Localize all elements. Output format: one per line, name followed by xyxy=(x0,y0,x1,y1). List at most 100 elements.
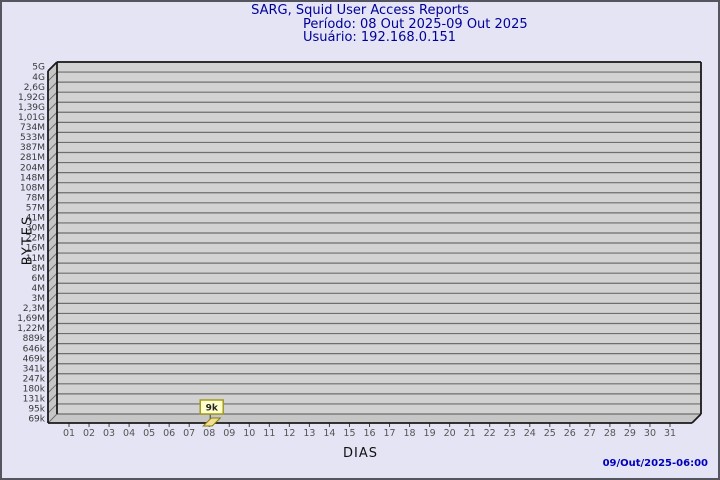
y-tick-label: 2,3M xyxy=(23,304,45,314)
x-tick-label: 07 xyxy=(183,428,195,439)
gridline-depth-tick xyxy=(47,121,58,132)
gridline-depth-tick xyxy=(47,313,58,323)
axis-line xyxy=(691,413,702,424)
gridline-depth-tick xyxy=(47,152,58,162)
y-tick-label: 646k xyxy=(23,344,46,354)
y-tick-label: 341k xyxy=(23,364,46,374)
gridline-depth-tick xyxy=(47,91,58,102)
gridline-depth-tick xyxy=(47,101,58,112)
x-tick-label: 28 xyxy=(604,428,616,439)
x-tick-label: 21 xyxy=(464,428,476,439)
y-tick-label: 11M xyxy=(26,254,45,264)
point-value-label: 9k xyxy=(206,404,219,414)
y-tick-label: 247k xyxy=(23,374,46,384)
gridline-depth-tick xyxy=(47,81,58,92)
x-tick-label: 18 xyxy=(404,428,416,439)
report-timestamp: 09/Out/2025-06:00 xyxy=(602,458,708,469)
y-tick-label: 57M xyxy=(26,204,45,214)
x-tick-label: 01 xyxy=(63,428,75,439)
y-tick-label: 22M xyxy=(26,234,45,244)
gridline-depth-tick xyxy=(47,162,58,172)
y-tick-label: 41M xyxy=(26,214,45,224)
x-tick-label: 12 xyxy=(283,428,295,439)
gridline-depth-tick xyxy=(47,192,58,203)
y-tick-label: 281M xyxy=(20,153,45,163)
y-tick-label: 1,01G xyxy=(18,113,45,123)
plot-area xyxy=(57,62,701,414)
y-tick-label: 1,39G xyxy=(18,103,45,113)
y-tick-label: 108M xyxy=(20,183,45,193)
x-tick-label: 24 xyxy=(524,428,536,439)
x-tick-label: 02 xyxy=(83,428,95,439)
gridline-depth-tick xyxy=(47,272,58,283)
x-axis-title: DIAS xyxy=(343,446,378,461)
x-tick-label: 19 xyxy=(424,428,436,439)
gridline-depth-tick xyxy=(47,413,58,424)
x-tick-label: 11 xyxy=(263,428,275,439)
x-tick-label: 27 xyxy=(584,428,596,439)
chart-subtitle-period: Período: 08 Out 2025-09 Out 2025 xyxy=(303,17,528,32)
chart-title: SARG, Squid User Access Reports xyxy=(251,3,469,18)
gridline-depth-tick xyxy=(47,383,58,394)
x-tick-label: 03 xyxy=(103,428,115,439)
gridline-depth-tick xyxy=(47,202,58,213)
axis-line xyxy=(47,61,58,72)
x-tick-label: 10 xyxy=(243,428,255,439)
y-tick-label: 2,6G xyxy=(24,83,45,93)
day-bar xyxy=(202,417,222,427)
gridline-depth-tick xyxy=(47,393,58,404)
gridline-depth-tick xyxy=(47,182,58,193)
gridline-depth-tick xyxy=(47,403,58,414)
gridline-depth-tick xyxy=(47,303,58,313)
x-tick-label: 16 xyxy=(363,428,375,439)
gridline-depth-tick xyxy=(47,222,58,233)
y-tick-label: 533M xyxy=(20,133,45,143)
y-tick-label: 469k xyxy=(23,354,46,364)
x-tick-label: 04 xyxy=(123,428,135,439)
y-tick-label: 1,69M xyxy=(17,314,45,324)
y-tick-label: 30M xyxy=(26,224,45,234)
y-tick-label: 889k xyxy=(23,334,46,344)
x-tick-label: 06 xyxy=(163,428,175,439)
y-tick-label: 1,92G xyxy=(18,93,45,103)
y-tick-label: 387M xyxy=(20,143,45,153)
gridline-depth-tick xyxy=(47,282,58,293)
gridline-depth-tick xyxy=(47,172,58,182)
y-tick-label: 16M xyxy=(26,244,45,254)
y-tick-label: 131k xyxy=(23,395,46,405)
gridline-depth-tick xyxy=(47,71,58,82)
x-tick-label: 15 xyxy=(343,428,355,439)
y-tick-label: 8M xyxy=(32,264,46,274)
gridline-depth-tick xyxy=(47,343,58,353)
x-tick-label: 08 xyxy=(203,428,215,439)
y-tick-label: 4M xyxy=(32,284,46,294)
x-tick-label: 20 xyxy=(444,428,456,439)
y-tick-label: 204M xyxy=(20,163,45,173)
x-tick-label: 23 xyxy=(504,428,516,439)
gridline-depth-tick xyxy=(47,333,58,343)
y-tick-label: 69k xyxy=(28,415,45,425)
y-tick-label: 3M xyxy=(32,294,46,304)
gridline-depth-tick xyxy=(47,132,58,142)
x-tick-label: 30 xyxy=(644,428,656,439)
gridline-depth-tick xyxy=(47,262,58,273)
y-tick-label: 4G xyxy=(32,73,45,83)
y-tick-label: 734M xyxy=(20,123,45,133)
y-tick-label: 5G xyxy=(32,63,45,73)
gridline-depth-tick xyxy=(47,353,58,364)
x-tick-label: 17 xyxy=(383,428,395,439)
y-tick-label: 1,22M xyxy=(17,324,45,334)
gridline-depth-tick xyxy=(47,363,58,374)
gridline-depth-tick xyxy=(47,252,58,263)
x-tick-label: 25 xyxy=(544,428,556,439)
x-tick-label: 22 xyxy=(484,428,496,439)
y-tick-label: 180k xyxy=(23,385,46,395)
x-tick-label: 13 xyxy=(303,428,315,439)
gridline-depth-tick xyxy=(47,212,58,223)
gridline-depth-tick xyxy=(47,142,58,152)
x-tick-label: 29 xyxy=(624,428,636,439)
left-wall-3d xyxy=(48,62,57,423)
gridline-depth-tick xyxy=(47,373,58,384)
